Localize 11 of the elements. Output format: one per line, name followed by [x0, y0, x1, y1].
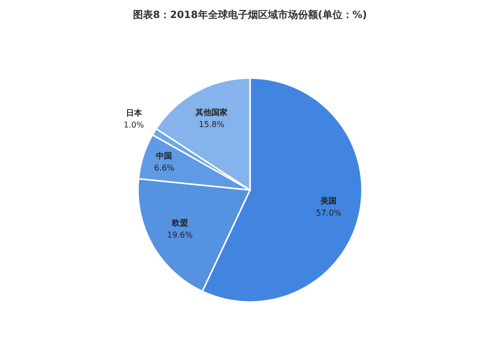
- slice-label: 欧盟: [172, 218, 188, 228]
- data-label: 6.6%: [154, 164, 175, 173]
- slice-label: 中国: [156, 152, 172, 161]
- data-label: 15.8%: [198, 120, 225, 130]
- chart-title: 图表8：2018年全球电子烟区域市场份额(单位：%): [133, 9, 367, 21]
- data-label: 1.0%: [124, 120, 144, 130]
- slice-label: 日本: [126, 108, 143, 118]
- slice-label: 其他国家: [194, 107, 228, 118]
- data-label: 57.0%: [316, 208, 342, 218]
- slice-label: 美国: [320, 196, 337, 206]
- data-label: 19.6%: [167, 230, 193, 240]
